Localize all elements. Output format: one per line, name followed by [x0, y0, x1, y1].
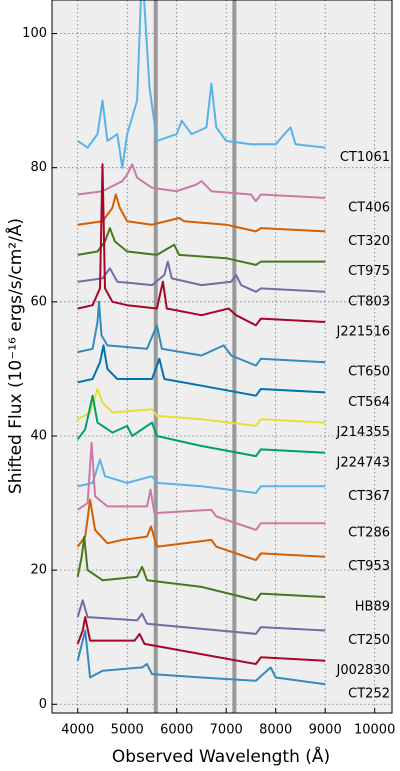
spectrum-line — [76, 535, 326, 602]
spectrum-line — [77, 300, 326, 367]
x-tick-label: 8000 — [259, 723, 292, 738]
series-label: HB89 — [355, 599, 390, 614]
x-tick-label: 10000 — [354, 723, 395, 738]
series-label: CT286 — [348, 526, 390, 541]
series-label: CT250 — [348, 633, 390, 648]
plot-frame — [51, 0, 393, 714]
series-label: CT320 — [348, 234, 390, 249]
y-tick-label: 80 — [30, 160, 47, 175]
plot-area — [52, 0, 392, 713]
spectrum-line — [76, 498, 326, 562]
series-label: CT650 — [348, 365, 390, 380]
y-tick-label: 100 — [22, 26, 47, 41]
series-label: J002830 — [336, 663, 390, 678]
y-axis-label: Shifted Flux (10⁻¹⁶ ergs/s/cm²/Å) — [4, 218, 26, 494]
x-tick-label: 5000 — [111, 723, 144, 738]
spectrum-line — [77, 344, 326, 397]
series-label: CT1061 — [340, 150, 390, 165]
spectrum-line — [77, 163, 326, 327]
spectrum-line — [77, 260, 326, 293]
y-tick-label: 40 — [30, 428, 47, 443]
x-axis-label: Observed Wavelength (Å) — [112, 745, 330, 767]
x-tick-label: 4000 — [61, 723, 94, 738]
series-label: J214355 — [336, 425, 390, 440]
plot-lines — [76, 0, 326, 713]
spectrum-line — [77, 163, 326, 203]
x-tick-label: 7000 — [210, 723, 243, 738]
series-label: CT252 — [348, 687, 390, 702]
spectrum-line — [77, 193, 326, 233]
spectrum-line — [76, 629, 326, 686]
series-label: CT975 — [348, 264, 390, 279]
y-tick-label: 0 — [39, 697, 47, 712]
series-label: CT564 — [348, 395, 390, 410]
spectrum-line — [77, 458, 326, 494]
series-label: CT803 — [348, 294, 390, 309]
series-label: CT367 — [348, 489, 390, 504]
series-label: J221516 — [336, 324, 390, 339]
x-tick-label: 6000 — [160, 723, 193, 738]
spectrum-line — [77, 0, 326, 169]
spectrum-line — [76, 599, 326, 635]
y-tick-label: 20 — [30, 563, 47, 578]
x-tick-label: 9000 — [309, 723, 342, 738]
y-tick-label: 60 — [30, 294, 47, 309]
series-label: CT406 — [348, 200, 390, 215]
spectrum-line — [77, 388, 326, 427]
series-label: CT953 — [348, 559, 390, 574]
spectrum-line — [77, 441, 326, 531]
spectrum-line — [76, 394, 326, 458]
spectrum-line — [76, 616, 326, 665]
series-label: J224743 — [336, 455, 390, 470]
